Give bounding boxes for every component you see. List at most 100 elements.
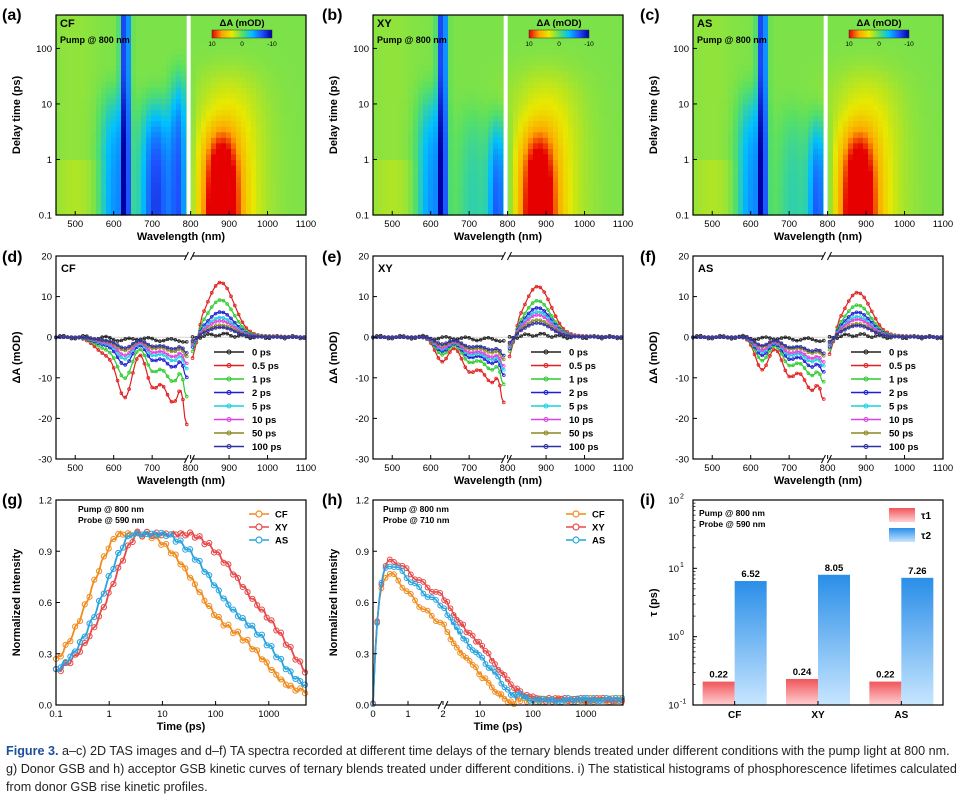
kinetic-point-g-0-84 — [254, 647, 261, 654]
legend-swatch-i-1 — [889, 528, 915, 542]
kinetic-point-h-1-56 — [476, 638, 482, 645]
spectrum-point-f-1-0-46 — [779, 358, 784, 362]
bar-label-i-0-2: 0.22 — [876, 670, 895, 681]
y-tick-label-d-4: 10 — [41, 292, 52, 303]
colorbar-tick-b-1: 0 — [557, 41, 561, 48]
spectrum-point-d-1-1-22 — [233, 303, 237, 308]
spectrum-point-f-1-1-6 — [839, 314, 843, 318]
spectrum-point-e-1-0-38 — [444, 356, 448, 361]
spectrum-point-e-7-1-8 — [523, 326, 527, 330]
spectrum-point-e-5-0-66 — [498, 356, 502, 361]
spectrum-point-e-3-0-68 — [501, 373, 506, 377]
x-tick-label-a-0: 500 — [67, 219, 83, 230]
spectrum-point-d-2-1-22 — [233, 313, 237, 318]
legend-label-f-7: 100 ps — [889, 442, 919, 453]
kinetic-point-g-0-64 — [206, 602, 213, 610]
spectrum-point-f-7-0-12 — [714, 335, 718, 340]
y-axis-label-d: ΔA (mOD) — [11, 331, 23, 383]
legend-label-h-0: CF — [592, 510, 605, 521]
kinetic-point-g-0-90 — [268, 666, 275, 674]
spectrum-point-f-6-0-62 — [810, 351, 815, 355]
axis-break-bottom-cover-e — [503, 456, 510, 462]
spectrum-point-f-3-0-64 — [814, 362, 818, 367]
y-tick-label-b-3: 100 — [353, 44, 369, 55]
spectrum-point-e-1-0-68 — [501, 400, 506, 405]
kinetic-point-g-0-76 — [234, 628, 242, 635]
legend-label-e-0: 0 ps — [569, 348, 588, 359]
spectrum-point-f-1-0-42 — [771, 347, 776, 352]
spectrum-point-f-5-0-68 — [821, 360, 826, 364]
spectrum-point-d-7-1-4 — [198, 333, 203, 337]
spectrum-point-d-7-0-64 — [177, 345, 181, 349]
x-axis-label-b: Wavelength (nm) — [454, 231, 543, 243]
spectrum-point-d-7-0-26 — [104, 338, 108, 343]
kinetic-point-h-0-70 — [498, 691, 505, 698]
spectrum-point-d-0-1-10 — [209, 332, 214, 337]
spectrum-point-e-0-1-18 — [542, 331, 546, 336]
plot-frame-a — [55, 14, 307, 216]
spectrum-point-f-3-0-48 — [783, 354, 788, 358]
kinetic-point-g-2-72 — [225, 601, 232, 608]
kinetic-point-h-1-34 — [441, 597, 448, 604]
kinetic-series-h-2 — [370, 563, 626, 708]
spectrum-point-e-7-1-6 — [519, 328, 523, 333]
note-i-1: Probe @ 590 nm — [699, 519, 766, 529]
spectrum-point-d-7-0-46 — [142, 340, 147, 344]
spectrum-point-f-7-1-16 — [858, 324, 863, 328]
y-tick-label-a-0: 0.1 — [39, 211, 52, 222]
spectrum-point-f-7-1-38 — [900, 335, 905, 339]
spectrum-point-d-5-0-52 — [154, 350, 158, 355]
kinetic-point-h-1-106 — [555, 695, 562, 702]
sample-label-e: XY — [378, 263, 393, 275]
spectrum-point-d-5-0-34 — [119, 352, 124, 356]
kinetic-point-h-2-24 — [420, 590, 427, 597]
axis-break-slash-a-e-t — [501, 251, 506, 261]
x-tick-label-d-1: 600 — [106, 463, 122, 474]
spectrum-point-d-7-1-52 — [290, 335, 295, 339]
x-axis-label-e: Wavelength (nm) — [454, 475, 543, 487]
spectrum-point-e-1-0-34 — [436, 356, 441, 360]
kinetic-point-h-1-76 — [507, 681, 514, 688]
spectrum-point-f-2-0-64 — [814, 370, 818, 375]
kinetic-point-g-2-10 — [76, 639, 84, 646]
spectrum-point-f-3-0-62 — [810, 365, 815, 369]
spectrum-point-e-3-1-14 — [534, 306, 539, 310]
axis-break-slash-a-e-b — [501, 454, 506, 464]
x-axis-label-a: Wavelength (nm) — [137, 231, 226, 243]
spectrum-point-d-2-0-28 — [108, 350, 112, 355]
kinetic-point-g-1-102 — [297, 658, 304, 665]
kinetic-point-h-2-2 — [374, 620, 381, 626]
kinetic-point-g-1-82 — [249, 595, 256, 602]
kinetic-point-g-0-22 — [105, 545, 112, 552]
spectrum-point-d-7-0-62 — [173, 346, 178, 351]
spectrum-point-e-7-0-66 — [498, 348, 502, 353]
legend-label-f-5: 10 ps — [889, 415, 913, 426]
spectrum-point-e-7-0-54 — [475, 344, 479, 349]
spectrum-point-f-3-0-56 — [798, 356, 803, 360]
kinetic-point-g-0-4 — [62, 641, 69, 648]
spectrum-point-f-0-0-62 — [810, 337, 815, 342]
note-h-0: Pump @ 800 nm — [383, 504, 449, 514]
spectrum-point-f-7-0-14 — [718, 335, 722, 340]
spectrum-point-f-2-0-50 — [787, 363, 791, 368]
heatmap-gap-b — [503, 15, 508, 215]
spectrum-point-d-4-0-68 — [184, 366, 189, 371]
spectrum-point-f-2-1-18 — [862, 306, 866, 311]
kinetic-series-h-0 — [370, 570, 626, 708]
legend-label-g-0: CF — [275, 510, 288, 521]
kinetic-point-g-1-28 — [119, 557, 127, 564]
spectrum-point-f-7-0-66 — [818, 348, 822, 353]
spectrum-point-f-0-0-56 — [798, 338, 803, 342]
spectrum-point-d-1-0-50 — [150, 385, 154, 390]
legend-label-f-0: 0 ps — [889, 348, 908, 359]
plot-frame-d — [55, 255, 307, 460]
plot-frame-f — [692, 255, 944, 460]
spectrum-point-d-2-0-32 — [115, 364, 120, 369]
colorbar-title-a: ΔA (mOD) — [220, 18, 265, 29]
kinetic-point-h-1-36 — [444, 598, 451, 605]
kinetic-point-g-0-24 — [110, 535, 117, 543]
kinetic-point-g-1-84 — [254, 602, 261, 609]
spectrum-point-e-5-0-62 — [490, 355, 495, 359]
spectrum-point-e-4-0-50 — [467, 352, 471, 357]
plot-frame-b — [372, 14, 624, 216]
